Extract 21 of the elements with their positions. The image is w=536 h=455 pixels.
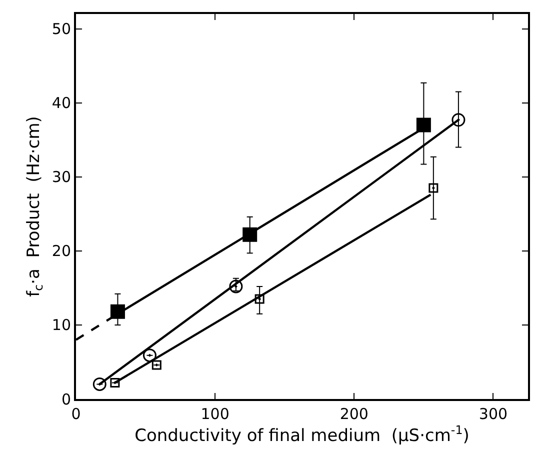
y-tick-label: 20 [52, 242, 71, 260]
x-tick-label: 200 [340, 405, 368, 423]
y-tick-label: 40 [52, 94, 71, 112]
point [142, 348, 156, 362]
point [229, 280, 243, 294]
y-tick-label: 50 [52, 20, 71, 38]
point [416, 118, 431, 132]
point [254, 294, 264, 304]
point [152, 360, 162, 370]
point [428, 183, 438, 193]
y-tick-label: 30 [52, 168, 71, 186]
x-axis-title: Conductivity of final medium (μS·cm$^{-1}$) [134, 423, 470, 446]
point [110, 304, 125, 319]
y-tick-label: 0 [61, 390, 71, 408]
x-tick-label: 100 [200, 405, 230, 423]
point [110, 378, 120, 388]
x-tick-label: 300 [478, 405, 508, 423]
point [452, 113, 466, 127]
point [242, 227, 258, 242]
point [92, 377, 106, 391]
y-tick-label: 10 [52, 316, 71, 334]
